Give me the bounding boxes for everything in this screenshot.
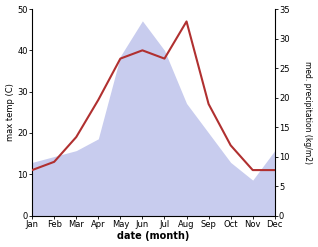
Y-axis label: med. precipitation (kg/m2): med. precipitation (kg/m2) xyxy=(303,61,313,164)
Y-axis label: max temp (C): max temp (C) xyxy=(5,83,15,141)
X-axis label: date (month): date (month) xyxy=(117,231,190,242)
